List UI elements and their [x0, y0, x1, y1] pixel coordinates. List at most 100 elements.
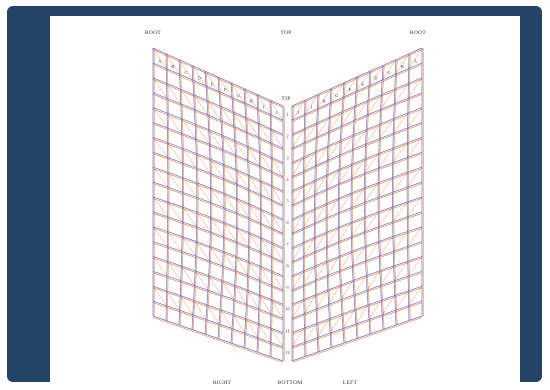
label-root-left: ROOT: [145, 30, 162, 36]
right-blue-span-line: [395, 310, 396, 325]
right-orange-diagonal: [316, 290, 328, 309]
left-orange-diagonal: [220, 309, 232, 328]
right-orange-span-line: [342, 285, 343, 299]
left-orange-span-line: [193, 315, 194, 330]
left-blue-span-line: [196, 242, 197, 257]
right-blue-span-line: [382, 315, 383, 330]
spine-tick: 8: [286, 264, 289, 269]
right-orange-diagonal: [292, 328, 304, 347]
left-blue-chord-line: [153, 152, 168, 157]
right-orange-diagonal: [341, 280, 353, 299]
left-top-tick: H: [249, 99, 253, 104]
right-orange-span-line: [354, 280, 355, 295]
left-blue-span-line: [235, 141, 236, 156]
right-orange-span-line: [328, 161, 329, 175]
left-blue-span-line: [244, 89, 245, 103]
right-orange-chord-line: [318, 90, 331, 96]
right-top-tick: H: [322, 99, 326, 104]
left-blue-span-line: [258, 309, 259, 323]
left-orange-span-line: [232, 329, 233, 344]
left-orange-chord-line: [233, 113, 246, 119]
right-orange-span-line: [318, 109, 319, 123]
right-blue-span-line: [328, 132, 329, 146]
label-top: TOP: [280, 30, 291, 36]
right-blue-span-line: [353, 121, 354, 136]
right-blue-chord-line: [393, 158, 408, 163]
right-orange-span-line: [354, 266, 355, 281]
left-orange-chord-line: [196, 155, 210, 160]
left-blue-span-line: [193, 80, 194, 95]
right-orange-diagonal: [395, 291, 408, 310]
right-orange-diagonal: [305, 323, 317, 342]
left-orange-chord-line: [218, 79, 231, 85]
left-blue-span-line: [246, 290, 247, 304]
right-orange-chord-line: [407, 139, 422, 144]
right-orange-span-line: [381, 271, 382, 286]
left-blue-span-line: [218, 324, 219, 339]
right-orange-span-line: [368, 290, 369, 305]
right-orange-chord-line: [343, 93, 356, 99]
right-blue-span-line: [380, 109, 381, 124]
right-orange-diagonal: [409, 286, 422, 306]
right-blue-span-line: [381, 286, 382, 301]
left-orange-chord-line: [270, 116, 283, 122]
right-blue-span-line: [316, 137, 317, 151]
right-blue-span-line: [368, 305, 369, 320]
left-blue-span-line: [258, 123, 259, 137]
right-blue-chord-line: [393, 172, 408, 177]
left-blue-span-line: [207, 100, 208, 115]
right-blue-span-line: [394, 281, 395, 296]
right-orange-diagonal: [329, 285, 341, 304]
right-orange-chord-line: [370, 67, 383, 73]
left-orange-diagonal: [271, 300, 283, 319]
left-orange-chord-line: [272, 187, 283, 192]
left-orange-diagonal: [207, 305, 219, 324]
left-orange-diagonal: [222, 280, 234, 299]
left-blue-span-line: [192, 65, 193, 80]
right-blue-span-line: [342, 314, 343, 328]
right-orange-span-line: [329, 276, 330, 290]
right-blue-span-line: [339, 242, 340, 256]
right-blue-span-line: [365, 159, 366, 174]
left-orange-chord-line: [234, 128, 247, 134]
left-blue-span-line: [233, 112, 234, 127]
right-orange-diagonal: [340, 251, 352, 270]
left-orange-chord-line: [245, 105, 258, 111]
left-orange-diagonal: [247, 290, 259, 309]
right-orange-chord-line: [305, 110, 318, 116]
left-orange-chord-line: [246, 119, 259, 125]
left-blue-span-line: [192, 315, 193, 330]
left-orange-span-line: [209, 276, 210, 291]
right-blue-span-line: [330, 89, 331, 103]
left-blue-span-line: [247, 276, 248, 290]
left-orange-diagonal: [167, 261, 181, 281]
right-blue-span-line: [327, 276, 328, 290]
left-orange-span-line: [194, 300, 195, 315]
left-orange-chord-line: [194, 111, 208, 117]
right-orange-diagonal: [379, 237, 393, 257]
left-orange-diagonal: [233, 314, 245, 333]
left-orange-chord-line: [194, 96, 207, 102]
left-orange-span-line: [259, 323, 260, 337]
left-orange-span-line: [258, 338, 259, 352]
spine-tick: 2: [286, 134, 288, 139]
left-orange-chord-line: [247, 148, 259, 154]
left-orange-span-line: [196, 256, 197, 271]
right-blue-span-line: [352, 266, 353, 281]
left-orange-chord-line: [153, 79, 167, 85]
left-orange-span-line: [211, 232, 212, 247]
left-blue-span-line: [248, 261, 249, 275]
right-orange-diagonal: [393, 232, 407, 252]
left-orange-span-line: [197, 242, 198, 257]
right-orange-diagonal: [304, 295, 316, 314]
right-orange-span-line: [368, 115, 369, 130]
left-orange-chord-line: [153, 50, 166, 56]
right-blue-span-line: [341, 112, 342, 127]
right-orange-chord-line: [368, 96, 381, 102]
left-orange-chord-line: [259, 153, 271, 159]
right-orange-span-line: [329, 132, 330, 146]
spine-tick: 5: [286, 199, 289, 204]
right-orange-span-line: [382, 286, 383, 301]
right-orange-span-line: [368, 276, 369, 291]
